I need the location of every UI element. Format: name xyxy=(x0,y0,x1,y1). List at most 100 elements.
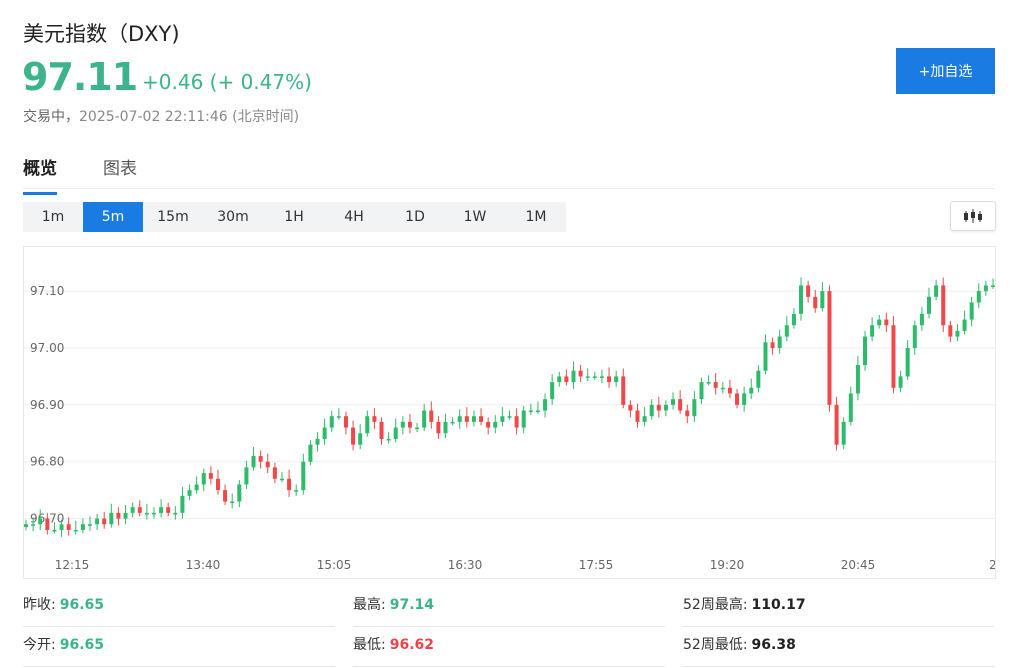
interval-1w[interactable]: 1W xyxy=(463,209,487,225)
candle-body xyxy=(585,376,590,378)
tab-chart[interactable]: 图表 xyxy=(103,159,137,179)
interval-5m[interactable]: 5m xyxy=(83,202,143,232)
status-time: 2025-07-02 22:11:46 (北京时间) xyxy=(79,109,300,125)
candle-body xyxy=(130,507,135,513)
candle-body xyxy=(24,524,28,528)
candle-body xyxy=(187,490,192,496)
candle-body xyxy=(543,399,548,411)
candle-body xyxy=(592,376,597,378)
candle-body xyxy=(102,518,107,525)
candle-body xyxy=(329,416,334,428)
candle-body xyxy=(749,387,754,394)
candle-body xyxy=(934,285,939,297)
interval-1d[interactable]: 1D xyxy=(405,209,425,225)
candle-body xyxy=(52,529,57,532)
interval-30m[interactable]: 30m xyxy=(217,209,249,225)
candle-body xyxy=(137,507,142,513)
interval-selector: 1m 5m 15m 30m 1H 4H 1D 1W 1M xyxy=(23,202,566,232)
add-to-watchlist-button[interactable]: +加自选 xyxy=(896,48,995,94)
interval-15m[interactable]: 15m xyxy=(157,209,189,225)
candle-body xyxy=(272,467,277,479)
interval-1m[interactable]: 1m xyxy=(41,209,65,225)
candle-body xyxy=(343,416,348,428)
candle-body xyxy=(59,524,64,530)
interval-1h[interactable]: 1H xyxy=(284,209,304,225)
candle-body xyxy=(265,461,270,468)
status-prefix: 交易中， xyxy=(23,109,79,125)
candle-body xyxy=(571,370,576,383)
candle-body xyxy=(550,382,555,400)
candle-body xyxy=(429,410,434,422)
candle-body xyxy=(756,370,761,388)
candle-body xyxy=(663,404,668,411)
candle-body xyxy=(770,342,775,348)
tab-bar: 概览 图表 xyxy=(23,148,995,195)
candle-body xyxy=(443,421,448,434)
candle-body xyxy=(521,410,526,428)
candle-body xyxy=(727,387,732,394)
candle-body xyxy=(201,473,206,485)
candle-body xyxy=(223,490,228,502)
candle-body xyxy=(784,325,789,337)
candle-body xyxy=(457,416,462,422)
candle-body xyxy=(635,410,640,422)
candle-body xyxy=(991,285,995,287)
candle-body xyxy=(31,524,36,526)
candle-body xyxy=(884,319,889,326)
candle-body xyxy=(912,325,917,348)
candle-body xyxy=(87,524,92,526)
candle-body xyxy=(73,529,78,532)
stat-high: 最高: 97.14 xyxy=(353,594,665,627)
price-chart[interactable]: 97.10 97.00 96.90 96.80 96.70 12:15 13:40 15:05… xyxy=(23,246,996,579)
candle-body xyxy=(336,416,341,418)
trading-status: 交易中，2025-07-02 22:11:46 (北京时间) xyxy=(23,106,299,126)
stat-52w-high: 52周最高: 110.17 xyxy=(683,594,995,627)
stat-prev-close: 昨收: 96.65 xyxy=(23,594,335,627)
candle-body xyxy=(528,410,533,413)
candle-body xyxy=(159,507,164,513)
candle-body xyxy=(422,410,427,428)
candle-body xyxy=(379,421,384,439)
interval-1mo[interactable]: 1M xyxy=(525,209,547,225)
candle-body xyxy=(251,456,256,468)
candle-body xyxy=(322,427,327,439)
candle-body xyxy=(386,438,391,441)
candle-body xyxy=(969,302,974,320)
candle-body xyxy=(514,416,519,428)
candle-body xyxy=(948,325,953,337)
candle-body xyxy=(649,404,654,417)
candle-body xyxy=(599,376,604,378)
candle-body xyxy=(735,393,740,405)
candle-body xyxy=(614,376,619,383)
candle-body xyxy=(230,501,235,504)
candle-body xyxy=(123,512,128,519)
candlestick-icon xyxy=(964,209,982,223)
candle-body xyxy=(941,285,946,326)
candle-body xyxy=(713,382,718,388)
candle-body xyxy=(955,330,960,337)
stat-52w-low: 52周最低: 96.38 xyxy=(683,634,995,667)
tab-overview[interactable]: 概览 xyxy=(23,154,57,195)
candle-body xyxy=(244,467,249,485)
y-tick-label: 96.80 xyxy=(30,455,64,469)
candle-body xyxy=(294,490,299,492)
candle-body xyxy=(215,478,220,491)
candle-body xyxy=(208,473,213,479)
stats-row: 昨收: 96.65 最高: 97.14 52周最高: 110.17 xyxy=(23,594,995,627)
candle-body xyxy=(151,512,156,515)
candle-body xyxy=(407,421,412,428)
candle-body xyxy=(820,291,825,309)
y-tick-label: 97.00 xyxy=(30,341,64,355)
candle-body xyxy=(535,410,540,413)
candle-body xyxy=(166,507,171,513)
candle-body xyxy=(962,319,967,331)
candle-body xyxy=(66,524,71,530)
interval-4h[interactable]: 4H xyxy=(344,209,364,225)
candle-body xyxy=(905,347,910,377)
x-tick-label: 22:1 xyxy=(989,558,996,572)
candle-body xyxy=(607,376,612,383)
candle-body xyxy=(891,325,896,388)
candle-body xyxy=(642,416,647,422)
chart-type-toggle[interactable] xyxy=(950,201,996,231)
